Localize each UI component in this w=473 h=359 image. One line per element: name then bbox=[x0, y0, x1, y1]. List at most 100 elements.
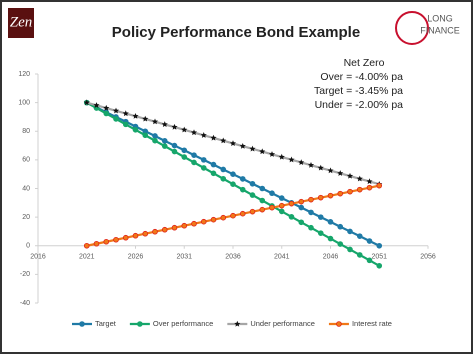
logo-text: Zen bbox=[10, 14, 33, 30]
annotation: Target = -3.45% pa bbox=[314, 85, 403, 97]
marker bbox=[112, 107, 120, 114]
marker bbox=[317, 230, 324, 236]
marker bbox=[259, 197, 266, 204]
marker bbox=[346, 172, 354, 179]
marker bbox=[152, 133, 158, 139]
y-tick-label: 120 bbox=[18, 71, 30, 78]
marker bbox=[239, 142, 246, 149]
marker bbox=[191, 220, 197, 227]
y-tick-label: 60 bbox=[22, 157, 30, 164]
marker bbox=[161, 121, 168, 127]
marker bbox=[230, 212, 236, 219]
legend-label: Interest rate bbox=[352, 319, 392, 328]
marker bbox=[308, 209, 314, 216]
marker bbox=[229, 140, 237, 146]
marker bbox=[239, 186, 246, 193]
marker bbox=[161, 138, 168, 144]
marker bbox=[317, 194, 324, 201]
marker bbox=[278, 202, 285, 209]
marker bbox=[239, 210, 246, 217]
x-tick-label: 2031 bbox=[176, 254, 192, 261]
marker bbox=[191, 152, 197, 158]
annotation: Under = -2.00% pa bbox=[315, 99, 404, 111]
marker bbox=[79, 321, 85, 327]
marker bbox=[181, 147, 188, 154]
x-tick-label: 2046 bbox=[323, 254, 339, 261]
marker bbox=[220, 175, 227, 182]
marker bbox=[161, 143, 168, 149]
annotation: Over = -4.00% pa bbox=[320, 71, 403, 83]
marker bbox=[230, 181, 236, 188]
logo-box bbox=[8, 8, 34, 38]
y-tick-label: -40 bbox=[20, 300, 30, 307]
marker bbox=[200, 132, 207, 138]
marker bbox=[122, 110, 129, 117]
marker bbox=[249, 192, 256, 198]
legend-label: Under performance bbox=[250, 319, 315, 328]
marker bbox=[327, 167, 334, 174]
marker bbox=[356, 252, 363, 258]
marker bbox=[366, 257, 373, 264]
marker bbox=[347, 246, 353, 253]
marker bbox=[356, 233, 363, 239]
chart-title: Policy Performance Bond Example bbox=[112, 24, 360, 41]
marker bbox=[298, 159, 305, 166]
marker bbox=[347, 188, 353, 195]
marker bbox=[366, 184, 373, 191]
marker bbox=[376, 182, 383, 189]
marker bbox=[366, 178, 373, 185]
marker bbox=[288, 200, 295, 207]
marker bbox=[142, 115, 149, 122]
legend-label: Over performance bbox=[153, 319, 213, 328]
marker bbox=[327, 235, 334, 242]
marker bbox=[83, 99, 90, 106]
marker bbox=[137, 321, 143, 327]
marker bbox=[93, 240, 100, 247]
marker bbox=[317, 214, 324, 220]
marker bbox=[278, 208, 285, 215]
marker bbox=[366, 238, 373, 244]
marker bbox=[93, 102, 100, 108]
left-logo: Zen bbox=[8, 8, 34, 38]
marker bbox=[278, 195, 285, 201]
marker bbox=[347, 228, 353, 235]
marker bbox=[152, 137, 158, 144]
marker bbox=[171, 123, 178, 130]
marker bbox=[269, 204, 275, 211]
marker bbox=[288, 214, 295, 220]
marker bbox=[230, 171, 236, 177]
logo-text: LONG bbox=[427, 13, 453, 23]
marker bbox=[317, 164, 324, 171]
marker bbox=[103, 104, 110, 111]
marker bbox=[356, 175, 363, 182]
marker bbox=[152, 228, 158, 235]
logo-ring bbox=[395, 11, 429, 45]
annotation: Net Zero bbox=[344, 57, 385, 69]
marker bbox=[132, 127, 139, 133]
marker bbox=[142, 230, 149, 237]
marker bbox=[376, 242, 383, 249]
marker bbox=[327, 192, 334, 199]
marker bbox=[210, 134, 217, 141]
marker bbox=[308, 224, 314, 231]
marker bbox=[308, 196, 314, 203]
legend-label: Target bbox=[95, 319, 117, 328]
marker bbox=[142, 132, 149, 139]
marker bbox=[259, 148, 266, 155]
marker bbox=[298, 198, 305, 205]
marker bbox=[210, 161, 217, 168]
marker bbox=[103, 110, 110, 117]
marker bbox=[171, 224, 178, 231]
y-tick-label: 40 bbox=[22, 185, 30, 192]
marker bbox=[113, 116, 119, 122]
marker bbox=[288, 156, 295, 163]
marker bbox=[161, 226, 168, 233]
x-tick-label: 2026 bbox=[128, 254, 144, 261]
marker bbox=[191, 159, 197, 166]
marker bbox=[220, 214, 227, 221]
marker bbox=[122, 121, 129, 128]
marker bbox=[268, 151, 276, 157]
marker bbox=[113, 236, 119, 243]
marker bbox=[259, 206, 266, 213]
